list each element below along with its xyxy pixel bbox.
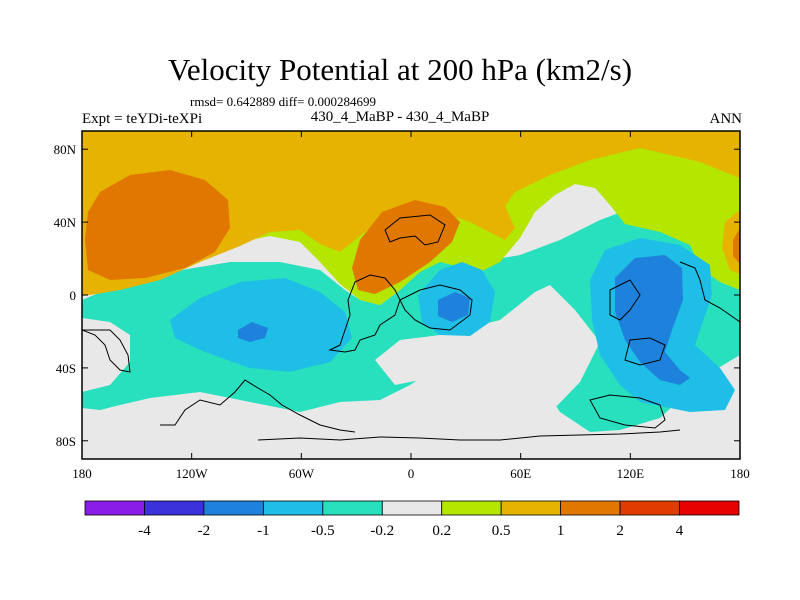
coastline-north-america [679, 261, 740, 323]
x-tick-label: 0 [408, 466, 415, 481]
africa-maximum [352, 200, 460, 294]
colorbar-box [84, 500, 145, 516]
colorbar-box [679, 500, 740, 516]
colorbar: -4 -2 -1 -0.5 -0.2 0.2 0.5 1 2 4 [84, 500, 740, 539]
colorbar-label: 0.5 [492, 523, 511, 539]
colorbar-box [381, 500, 443, 516]
y-tick-label: 80N [54, 142, 77, 157]
colorbar-box [500, 500, 562, 516]
case-label: 430_4_MaBP - 430_4_MaBP [310, 109, 490, 125]
x-tick-label: 180 [730, 466, 750, 481]
coastline-australia [589, 394, 666, 429]
chart-title: Velocity Potential at 200 hPa (km2/s) [167, 52, 633, 87]
colorbar-label: -4 [138, 523, 151, 539]
coastline-south-america [328, 274, 401, 353]
coastline-antarctica [160, 379, 681, 441]
x-tick-label: 120E [617, 466, 645, 481]
colorbar-label: -0.5 [311, 523, 335, 539]
colorbar-box [560, 500, 621, 516]
y-tick-label: 40N [54, 215, 77, 230]
y-tick-label: 0 [70, 288, 77, 303]
colorbar-box [619, 500, 680, 516]
y-tick-label: 40S [56, 361, 76, 376]
stats-line: rmsd= 0.642889 diff= 0.000284699 [190, 94, 376, 109]
east-pacific-center [733, 228, 740, 264]
colorbar-box [144, 500, 205, 516]
axes-layer: 180 120W 60W 0 60E 120E 180 80N 40N 0 40S 80S [54, 131, 750, 481]
colorbar-label: -2 [198, 523, 211, 539]
season-label: ANN [709, 111, 743, 127]
coastline-africa [384, 214, 446, 246]
y-tick-label: 80S [56, 434, 76, 449]
colorbar-box [441, 500, 502, 516]
x-tick-label: 120W [176, 466, 209, 481]
experiment-label: Expt = teYDi-teXPi [82, 111, 203, 127]
coastline-europe [399, 284, 473, 331]
colorbar-label: 4 [676, 523, 684, 539]
south-pacific-minimum [170, 278, 352, 372]
continent-outlines [82, 214, 740, 441]
west-pacific-neutral [82, 318, 130, 392]
colorbar-box [203, 500, 264, 516]
x-tick-label: 60W [289, 466, 315, 481]
maritime-continent-minimum [615, 255, 690, 385]
colorbar-box [322, 500, 383, 516]
north-pacific-center [85, 170, 230, 280]
south-pacific-core [238, 322, 268, 342]
x-tick-label: 60E [510, 466, 531, 481]
north-pacific-maximum [82, 131, 740, 296]
colorbar-label: -1 [257, 523, 270, 539]
colorbar-label: -0.2 [370, 523, 394, 539]
x-tick-label: 180 [72, 466, 92, 481]
africa-minimum [438, 292, 470, 322]
colorbar-label: 2 [616, 523, 624, 539]
atlantic-neutral [375, 285, 600, 408]
coastline-indonesia [609, 279, 666, 366]
colorbar-label: 0.2 [432, 523, 451, 539]
colorbar-box [262, 500, 324, 516]
coastline-west-pacific [82, 329, 131, 373]
colorbar-label: 1 [557, 523, 565, 539]
